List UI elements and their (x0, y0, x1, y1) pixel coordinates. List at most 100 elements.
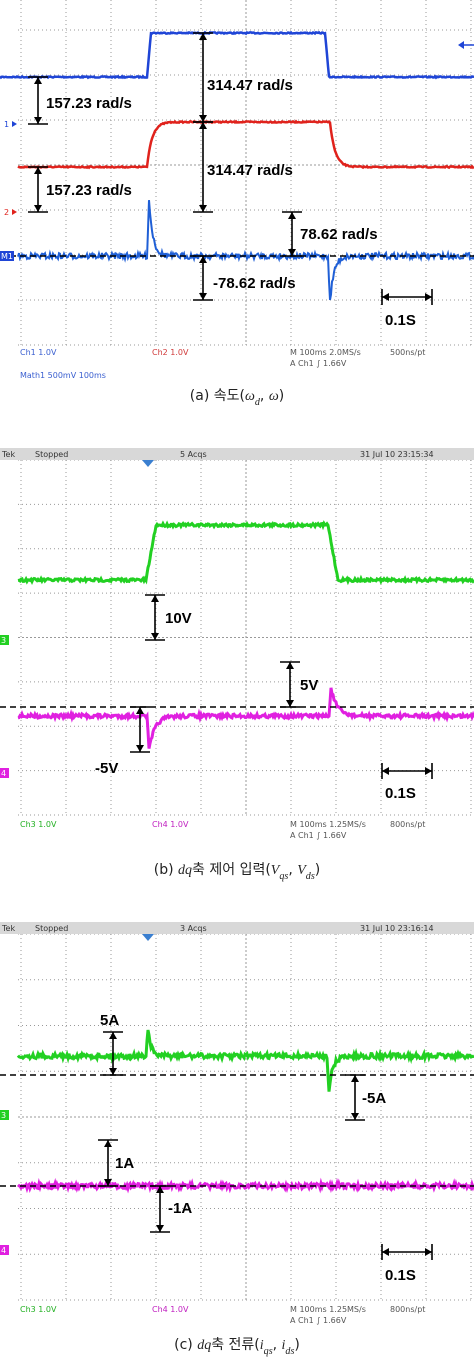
arrow-head (425, 293, 432, 301)
measurement-label: 314.47 rad/s (207, 77, 293, 94)
arrow-head (136, 745, 144, 752)
arrow-head (199, 256, 207, 263)
text-part: 축 전류( (211, 1337, 260, 1353)
channel-marker (0, 1110, 9, 1120)
text-part: ) (294, 1337, 299, 1353)
arrow-head (199, 293, 207, 300)
measurement-label: -5A (362, 1090, 386, 1107)
header-text: 31 Jul 10 23:16:14 (360, 924, 434, 933)
header-text: 3 Acqs (180, 924, 207, 933)
text-part: V (297, 863, 307, 878)
subscript: qs (264, 1346, 273, 1357)
text-part: , (288, 862, 297, 878)
arrow-head (425, 767, 432, 775)
channel-marker-label: M1 (1, 252, 13, 261)
arrow-head (34, 205, 42, 212)
caption: (b) dq축 제어 입력(Vqs, Vds) (154, 862, 320, 882)
caption: (a) 속도(ωd, ω) (190, 388, 284, 408)
channel-marker (0, 251, 14, 261)
trace (17, 520, 474, 586)
arrow-head (104, 1179, 112, 1186)
arrow-head (288, 212, 296, 219)
text-part: ) (315, 862, 320, 878)
subscript: ds (285, 1346, 294, 1357)
status-text: M 100ms 2.0MS/s (290, 348, 361, 357)
arrow-head (151, 633, 159, 640)
arrow-head (109, 1068, 117, 1075)
arrow-head (382, 767, 389, 775)
measurement-label: -1A (168, 1200, 192, 1217)
arrow-head (286, 662, 294, 669)
channel-marker (0, 768, 9, 778)
arrow-head (34, 117, 42, 124)
caption: (c) dq축 전류(iqs, ids) (174, 1337, 300, 1357)
measurement-label: 0.1S (385, 312, 416, 329)
arrow-head (104, 1140, 112, 1147)
arrow-head (199, 115, 207, 122)
channel-marker-label: 2 (4, 208, 9, 217)
text-part: , (260, 388, 269, 404)
channel-marker-label: 3 (1, 636, 6, 645)
status-text: Ch3 1.0V (20, 1305, 57, 1314)
trigger-marker (142, 460, 154, 467)
text-part: i (260, 1338, 264, 1353)
measurement-label: 314.47 rad/s (207, 162, 293, 179)
text-part: V (271, 863, 281, 878)
status-text: Ch3 1.0V (20, 820, 57, 829)
header-text: Stopped (35, 450, 68, 459)
arrow-head (199, 33, 207, 40)
channel-marker (0, 1245, 9, 1255)
measurement-label: 0.1S (385, 785, 416, 802)
arrow-head (288, 249, 296, 256)
measurement-label: 1A (115, 1155, 134, 1172)
status-text: 800ns/pt (390, 1305, 425, 1314)
text-part: , (273, 1337, 282, 1353)
trace (0, 30, 474, 80)
text-part: (c) (174, 1337, 197, 1353)
measurement-label: 157.23 rad/s (46, 182, 132, 199)
text-part: dq (197, 1338, 211, 1353)
trace (16, 1029, 474, 1092)
status-text: Math1 500mV 100ms (20, 371, 106, 380)
text-part: (b) (154, 862, 178, 878)
trace (17, 687, 474, 749)
trigger-marker (142, 934, 154, 941)
arrow-head (109, 1032, 117, 1039)
arrow-head (199, 122, 207, 129)
subscript: d (255, 397, 261, 408)
arrow-head (34, 167, 42, 174)
header-text: Tek (1, 450, 15, 459)
trace (17, 200, 474, 301)
measurement-label: 157.23 rad/s (46, 95, 132, 112)
status-text: A Ch1 ∫ 1.66V (290, 359, 347, 368)
channel-marker-label: 4 (1, 1246, 6, 1255)
measurement-label: -78.62 rad/s (213, 275, 296, 292)
header-text: 5 Acqs (180, 450, 207, 459)
arrow-head (34, 77, 42, 84)
header-text: Stopped (35, 924, 68, 933)
text-part: ω (245, 389, 255, 404)
status-text: A Ch1 ∫ 1.66V (290, 1316, 347, 1325)
arrow-head (156, 1186, 164, 1193)
arrow-head (156, 1225, 164, 1232)
measurement-label: 5A (100, 1012, 119, 1029)
measurement-label: 0.1S (385, 1267, 416, 1284)
trace (17, 119, 474, 170)
arrow-head (151, 595, 159, 602)
channel-marker-label: 3 (1, 1111, 6, 1120)
text-part: ω (269, 389, 279, 404)
status-text: 500ns/pt (390, 348, 425, 357)
header-bar (0, 922, 474, 934)
arrow-head (351, 1113, 359, 1120)
arrow-head (286, 700, 294, 707)
arrow-head (136, 707, 144, 714)
measurement-label: 5V (300, 677, 318, 694)
trace (16, 1177, 474, 1194)
header-text: Tek (1, 924, 15, 933)
channel-marker (12, 121, 17, 127)
arrow-head (199, 205, 207, 212)
status-text: Ch2 1.0V (152, 348, 189, 357)
subscript: ds (306, 871, 315, 882)
text-part: ) (279, 388, 284, 404)
